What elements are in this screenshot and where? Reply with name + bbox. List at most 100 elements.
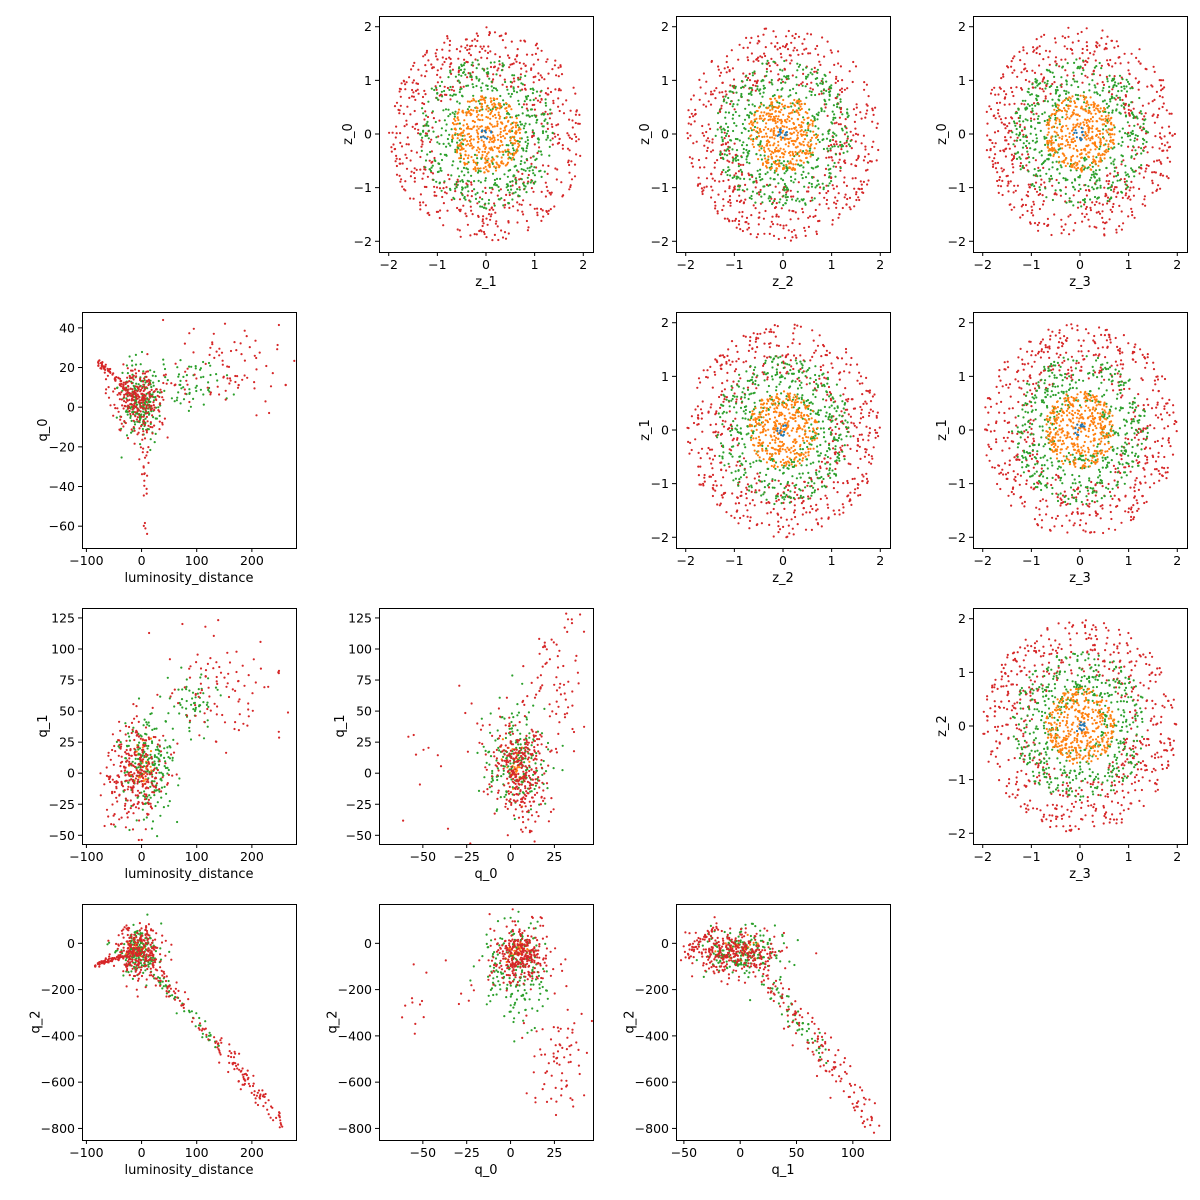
scatter-point — [746, 228, 749, 231]
scatter-point — [718, 110, 721, 113]
scatter-point — [812, 167, 815, 170]
scatter-point — [816, 71, 819, 74]
scatter-point — [506, 184, 510, 188]
scatter-point — [1018, 156, 1021, 159]
scatter-point — [432, 130, 435, 133]
scatter-point — [1052, 154, 1055, 158]
scatter-point — [506, 112, 509, 115]
scatter-point — [815, 133, 818, 136]
scatter-point — [1038, 121, 1041, 124]
scatter-point — [493, 113, 497, 116]
scatter-point — [690, 112, 693, 115]
scatter-point — [424, 204, 427, 207]
y-tick-label: −2 — [354, 234, 372, 249]
scatter-point — [515, 60, 518, 63]
scatter-point — [813, 197, 816, 200]
scatter-point — [540, 122, 543, 125]
scatter-point — [508, 206, 511, 209]
scatter-point — [529, 156, 532, 159]
scatter-point — [405, 143, 408, 146]
scatter-point — [1005, 139, 1008, 142]
scatter-point — [854, 140, 857, 143]
scatter-point — [438, 182, 441, 185]
scatter-point — [544, 98, 547, 101]
scatter-point — [569, 109, 572, 112]
scatter-point — [843, 133, 847, 136]
scatter-point — [1071, 52, 1074, 55]
scatter-point — [1105, 194, 1108, 197]
scatter-point — [1022, 120, 1025, 123]
scatter-point — [1120, 144, 1123, 147]
scatter-point — [395, 154, 398, 157]
scatter-point — [763, 149, 766, 152]
scatter-point — [428, 159, 431, 162]
scatter-point — [803, 185, 806, 188]
scatter-point — [1111, 210, 1114, 213]
scatter-point — [395, 125, 398, 128]
scatter-point — [994, 142, 997, 145]
scatter-point — [800, 102, 803, 106]
scatter-point — [1043, 99, 1046, 102]
scatter-point — [815, 158, 819, 162]
scatter-point — [750, 138, 753, 141]
scatter-point — [1036, 95, 1039, 98]
scatter-point — [775, 146, 778, 149]
scatter-point — [467, 190, 470, 193]
scatter-point — [1099, 156, 1102, 160]
scatter-point — [496, 89, 499, 92]
scatter-point — [188, 391, 191, 394]
scatter-point — [837, 161, 840, 164]
scatter-point — [461, 186, 464, 189]
y-axis-label: z_0 — [638, 123, 653, 145]
scatter-point — [1013, 139, 1016, 142]
scatter-point — [1072, 74, 1075, 77]
scatter-point — [1006, 65, 1009, 68]
scatter-point — [493, 139, 496, 142]
scatter-point — [523, 124, 526, 127]
scatter-point — [1141, 118, 1144, 121]
scatter-point — [456, 141, 459, 144]
scatter-point — [571, 119, 574, 122]
scatter-point — [809, 71, 812, 74]
scatter-point — [1077, 201, 1080, 204]
scatter-point — [783, 125, 786, 128]
scatter-point — [750, 129, 754, 132]
scatter-point — [473, 188, 476, 191]
scatter-point — [1103, 153, 1106, 156]
scatter-point — [1129, 109, 1132, 112]
scatter-point — [480, 139, 483, 142]
scatter-point — [1087, 131, 1090, 134]
scatter-point — [496, 120, 499, 123]
scatter-point — [1112, 175, 1116, 178]
scatter-point — [535, 121, 538, 124]
scatter-point — [854, 65, 858, 68]
scatter-point — [469, 54, 472, 57]
scatter-point — [476, 191, 479, 194]
scatter-point — [759, 202, 763, 205]
scatter-point — [480, 114, 483, 117]
scatter-point — [1156, 114, 1160, 117]
scatter-point — [1036, 223, 1039, 227]
scatter-point — [728, 146, 731, 149]
scatter-point — [486, 152, 489, 155]
scatter-point — [486, 75, 489, 78]
scatter-point — [477, 113, 480, 116]
scatter-point — [1120, 163, 1123, 166]
scatter-point — [807, 73, 810, 76]
scatter-point — [424, 166, 427, 169]
scatter-point — [756, 233, 760, 236]
scatter-point — [456, 206, 459, 210]
scatter-point — [842, 151, 845, 154]
scatter-point — [506, 54, 510, 57]
scatter-point — [529, 99, 532, 102]
scatter-point — [1092, 53, 1095, 56]
scatter-point — [730, 100, 733, 103]
scatter-point — [500, 69, 503, 72]
scatter-point — [1145, 167, 1148, 170]
scatter-point — [1143, 127, 1146, 130]
scatter-point — [488, 77, 491, 80]
scatter-point — [1079, 168, 1082, 171]
scatter-point — [1121, 196, 1124, 199]
scatter-point — [466, 184, 469, 187]
scatter-point — [1079, 123, 1082, 126]
